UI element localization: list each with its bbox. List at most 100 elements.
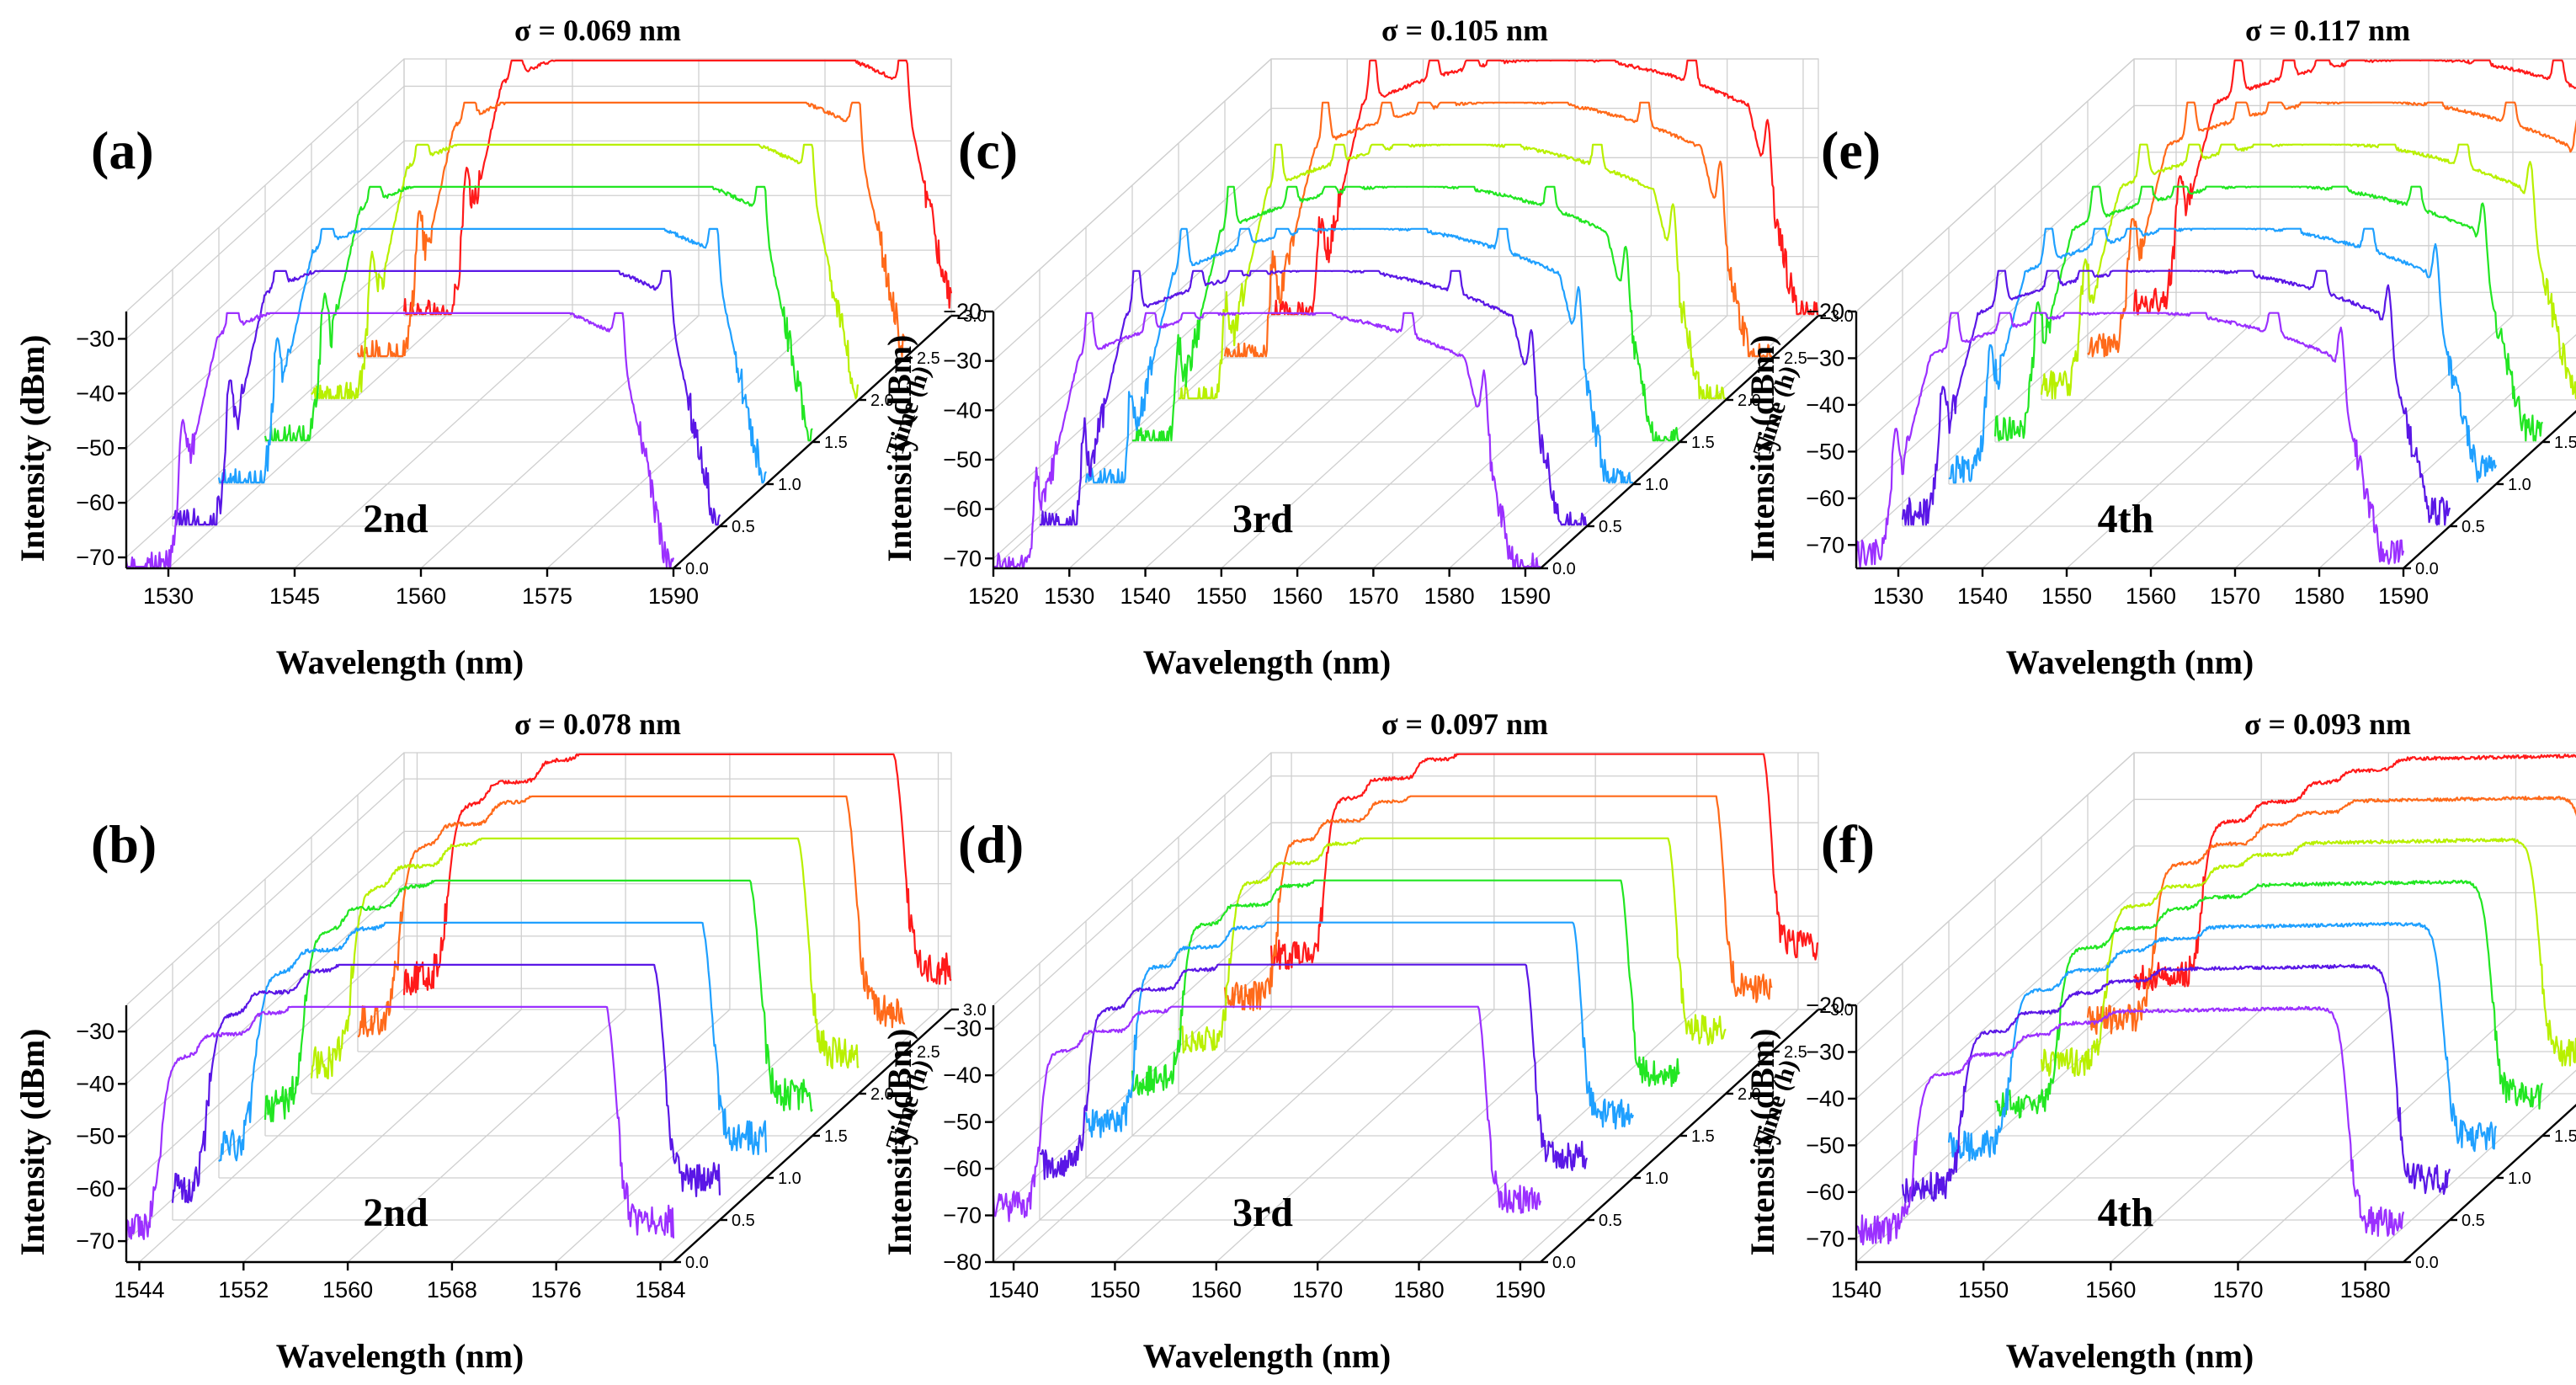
panel-c: 1520 1530 1540 1550 1560 1570 1580 1590 −70 −60 −5… [881, 13, 1854, 681]
y-tick-label: −40 [76, 381, 114, 406]
order-label: 4th [2098, 1191, 2154, 1235]
panel-e: 1530 1540 1550 1560 1570 1580 1590 −70 −60 −50 −40… [1743, 13, 2576, 681]
x-tick-label: 1568 [427, 1277, 477, 1302]
time-tick-label: 1.5 [1691, 1127, 1715, 1146]
x-tick-label: 1545 [269, 583, 320, 609]
spectrum-series [1993, 185, 2543, 442]
spectrum-series [1855, 312, 2405, 568]
x-tick-label: 1560 [2085, 1277, 2136, 1302]
y-tick-label: −40 [943, 1063, 982, 1088]
y-tick-label: −40 [76, 1071, 114, 1096]
time-tick-label: 1.0 [2508, 476, 2531, 494]
time-tick-label: 0.5 [2462, 518, 2485, 536]
time-tick-label: 2.0 [870, 1085, 894, 1104]
sigma-label: σ = 0.093 nm [2244, 707, 2411, 741]
spectrum-series [1994, 879, 2544, 1119]
sigma-label: σ = 0.069 nm [514, 13, 681, 47]
y-tick-label: −40 [1806, 392, 1844, 418]
x-tick-label: 1550 [2041, 583, 2092, 609]
side-wall-edge [125, 752, 405, 1006]
x-tick-label: 1540 [1957, 583, 2008, 609]
spectrum-series [1084, 921, 1635, 1138]
spectrum-series [1269, 753, 1819, 970]
time-tick-label: 0.0 [1552, 1254, 1576, 1272]
panel-a: 1530 1545 1560 1575 1590 −70 −60 −50 −40 −30 0.0 0.… [13, 13, 987, 681]
spectrum-series [993, 312, 1541, 568]
sigma-label: σ = 0.105 nm [1381, 13, 1548, 47]
spectrum-series [2133, 754, 2576, 991]
y-tick-label: −50 [76, 1124, 114, 1149]
sigma-label: σ = 0.117 nm [2245, 13, 2410, 47]
spectrum-series [172, 269, 721, 526]
spectrum-series [2087, 101, 2576, 358]
time-tick-label: 2.5 [917, 1043, 940, 1062]
spectrum-series [1223, 795, 1773, 1012]
x-tick-label: 1530 [1044, 583, 1094, 609]
y-tick-label: −70 [943, 546, 982, 571]
sigma-label: σ = 0.097 nm [1381, 707, 1548, 741]
time-tick-label: 0.0 [1552, 560, 1576, 578]
x-axis-label: Wavelength (nm) [2006, 643, 2254, 681]
side-wall-edge [993, 58, 1272, 312]
y-tick-label: −60 [1806, 1180, 1844, 1205]
axes: 1530 1540 1550 1560 1570 1580 1590 −70 −60 −50 −40… [1806, 299, 2576, 609]
time-tick-label: 1.0 [1645, 1169, 1669, 1188]
time-tick-label: 0.5 [732, 1212, 755, 1230]
spectrum-series [217, 227, 767, 484]
time-tick-label: 3.0 [1830, 307, 1854, 326]
y-tick-label: −60 [76, 1176, 114, 1201]
back-wall-edge [2133, 58, 2576, 316]
time-tick-label: 1.0 [778, 1169, 801, 1188]
time-tick-label: 0.0 [2415, 1254, 2439, 1272]
y-tick-label: −70 [1806, 532, 1844, 557]
x-tick-label: 1570 [1292, 1277, 1343, 1302]
y-tick-label: −30 [943, 349, 982, 374]
time-tick-label: 2.5 [1784, 349, 1807, 368]
spectrum-series [1084, 227, 1633, 484]
y-tick-label: −50 [943, 1110, 982, 1135]
spectrum-series [2040, 837, 2576, 1077]
y-axis-label: Intensity (dBm) [1743, 1028, 1781, 1255]
y-tick-label: −50 [1806, 1132, 1844, 1158]
x-axis-label: Wavelength (nm) [1143, 1337, 1391, 1375]
x-tick-label: 1540 [1831, 1277, 1881, 1302]
x-tick-label: 1576 [531, 1277, 582, 1302]
time-tick-label: 0.0 [685, 1254, 709, 1272]
y-tick-label: −70 [76, 545, 114, 570]
y-tick-label: −20 [943, 299, 982, 324]
spectrum-series [1947, 921, 2498, 1162]
y-tick-label: −20 [1806, 299, 1844, 324]
time-tick-label: 1.5 [824, 1127, 848, 1146]
panel-b: 1544 1552 1560 1568 1576 1584 −70 −60 −50 −40 −30 0… [13, 707, 987, 1375]
axes: 1520 1530 1540 1550 1560 1570 1580 1590 −70 −60 −5… [943, 299, 1854, 609]
y-tick-label: −70 [76, 1228, 114, 1254]
time-tick-label: 1.0 [1645, 476, 1669, 494]
y-axis-label: Intensity (dBm) [13, 334, 51, 562]
time-tick-label: 3.0 [963, 1001, 987, 1020]
side-wall-edge [1855, 752, 2135, 1006]
x-tick-label: 1550 [1958, 1277, 2009, 1302]
x-tick-label: 1560 [1272, 583, 1323, 609]
time-tick-label: 0.0 [685, 560, 709, 578]
panel-letter: (d) [958, 814, 1024, 874]
time-tick-label: 3.0 [963, 307, 987, 326]
y-axis-label: Intensity (dBm) [881, 334, 918, 562]
x-tick-label: 1550 [1196, 583, 1247, 609]
time-tick-label: 1.5 [1691, 434, 1715, 452]
axes: 1540 1550 1560 1570 1580 1590 −80 −70 −60 −50 −40 −… [943, 1001, 1854, 1302]
y-tick-label: −30 [943, 1016, 982, 1041]
spectrum-series [1179, 143, 1726, 400]
order-label: 2nd [363, 1191, 428, 1235]
time-tick-label: 2.5 [1784, 1043, 1807, 1062]
y-tick-label: −60 [943, 497, 982, 522]
time-tick-label: 0.5 [2462, 1212, 2485, 1230]
y-tick-label: −80 [943, 1249, 982, 1275]
spectrum-series [263, 185, 813, 442]
grid [125, 752, 952, 1263]
y-tick-label: −40 [1806, 1086, 1844, 1111]
y-tick-label: −70 [1806, 1226, 1844, 1251]
x-tick-label: 1530 [1873, 583, 1924, 609]
y-tick-label: −70 [943, 1203, 982, 1228]
order-label: 3rd [1232, 1191, 1293, 1235]
